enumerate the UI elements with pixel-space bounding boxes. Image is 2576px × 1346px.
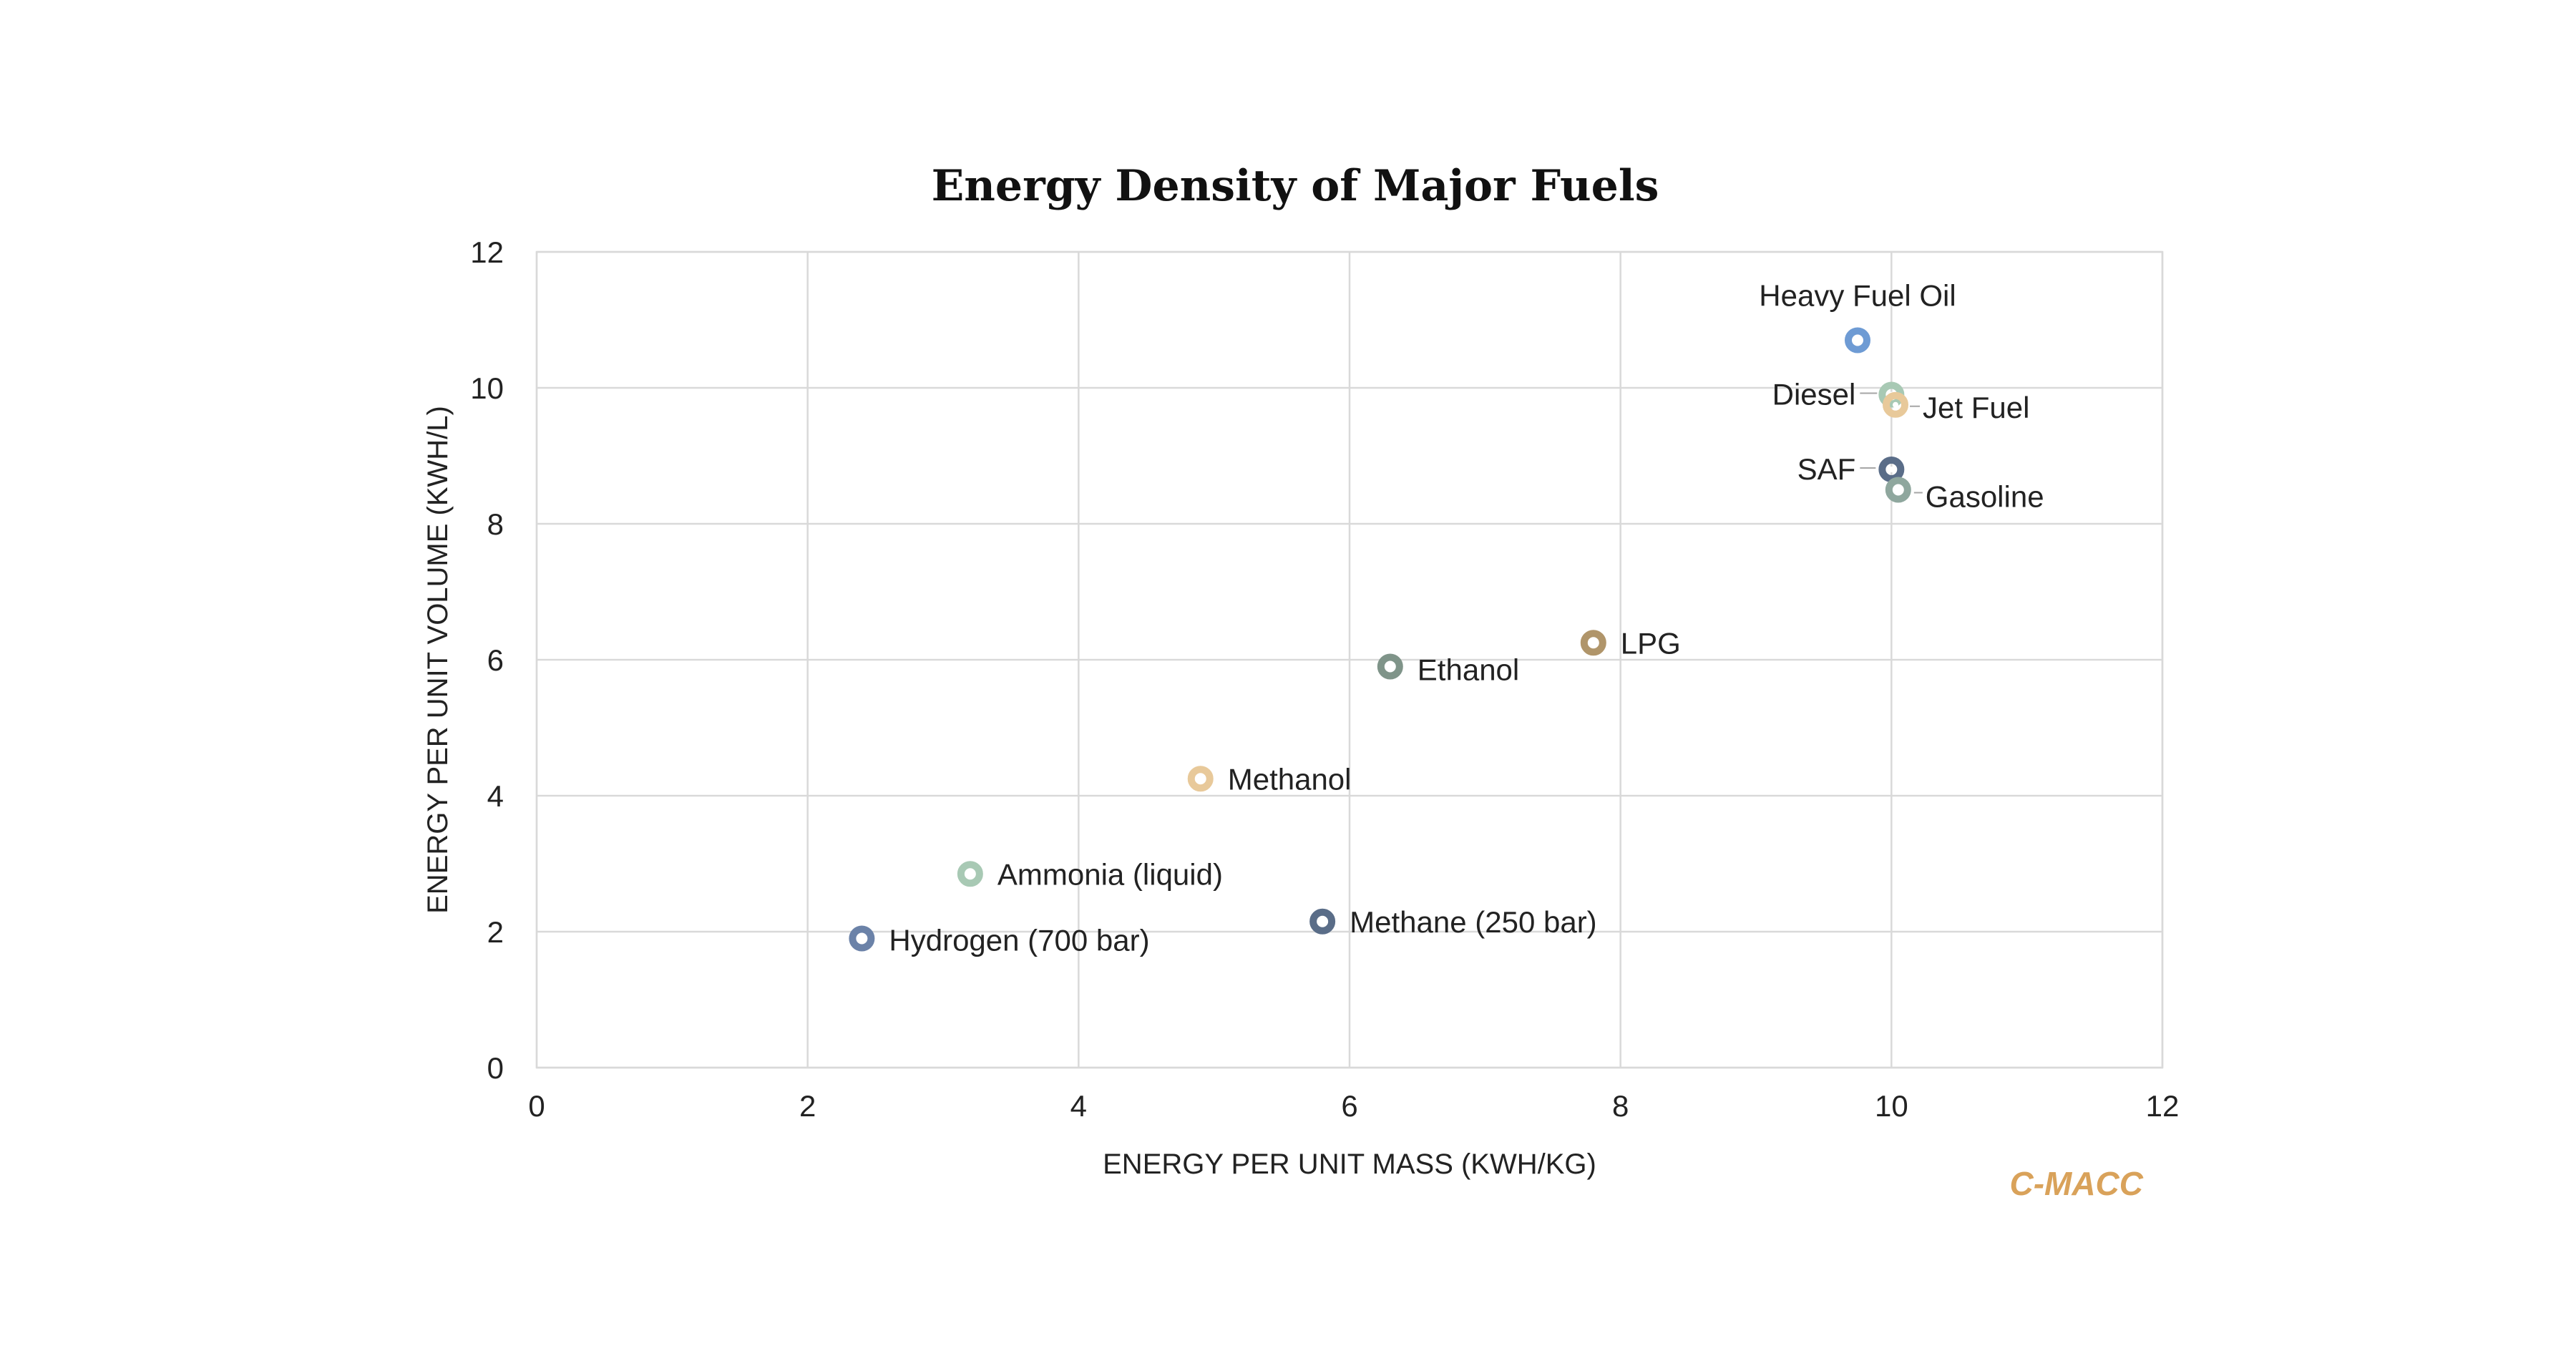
- x-axis-label: ENERGY PER UNIT MASS (KWH/KG): [1103, 1149, 1596, 1180]
- y-tick-label: 6: [487, 643, 504, 677]
- scatter-marker: [957, 861, 983, 887]
- y-tick-label: 2: [487, 915, 504, 949]
- point-ethanol: Ethanol: [1377, 653, 1519, 687]
- scatter-marker: [1309, 908, 1336, 935]
- scatter-marker: [1845, 327, 1870, 353]
- point-label: Heavy Fuel Oil: [1759, 279, 1956, 313]
- x-tick-label: 2: [799, 1089, 816, 1123]
- y-tick-label: 10: [470, 371, 504, 405]
- point-lpg: LPG: [1580, 626, 1681, 660]
- scatter-marker: [1885, 477, 1911, 503]
- scatter-marker-center: [1319, 918, 1326, 925]
- point-label: Diesel: [1772, 378, 1856, 411]
- point-methane-250-bar: Methane (250 bar): [1309, 905, 1597, 939]
- x-tick-label: 12: [2146, 1089, 2180, 1123]
- scatter-marker: [1883, 391, 1909, 418]
- point-gasoline: Gasoline: [1885, 477, 2044, 514]
- point-ammonia-liquid: Ammonia (liquid): [957, 857, 1223, 891]
- point-label: Gasoline: [1926, 480, 2044, 514]
- gridlines: [535, 250, 2164, 1069]
- x-tick-label: 10: [1875, 1089, 1908, 1123]
- point-heavy-fuel-oil: Heavy Fuel Oil: [1759, 279, 1956, 353]
- chart-title: Energy Density of Major Fuels: [932, 161, 1659, 211]
- point-label: Methane (250 bar): [1350, 905, 1597, 939]
- scatter-marker: [1377, 653, 1403, 680]
- axis-ticks: 0 2 4 6 8 10 12 0 2 4 6 8 10 12: [470, 235, 2179, 1123]
- scatter-marker: [1580, 630, 1606, 656]
- x-tick-label: 6: [1341, 1089, 1357, 1123]
- point-label: SAF: [1797, 452, 1856, 486]
- scatter-marker-center: [1387, 663, 1393, 670]
- y-tick-label: 4: [487, 779, 504, 813]
- y-tick-label: 0: [487, 1051, 504, 1085]
- scatter-marker: [1187, 766, 1214, 792]
- point-jet-fuel: Jet Fuel: [1883, 391, 2029, 424]
- scatter-marker-center: [967, 871, 973, 877]
- y-tick-label: 12: [470, 235, 504, 269]
- point-label: Hydrogen (700 bar): [889, 924, 1149, 957]
- point-diesel: Diesel: [1772, 378, 1905, 411]
- scatter-marker-center: [1197, 776, 1204, 782]
- point-label: Methanol: [1228, 762, 1352, 796]
- scatter-marker-center: [1893, 401, 1899, 408]
- scatter-marker-center: [1855, 337, 1860, 343]
- x-tick-label: 0: [528, 1089, 545, 1123]
- plot-area: [535, 250, 2164, 1069]
- scatter-marker: [1878, 457, 1905, 482]
- point-label: Jet Fuel: [1923, 391, 2029, 424]
- y-axis-label: ENERGY PER UNIT VOLUME (KWH/L): [422, 406, 454, 914]
- scatter-marker-center: [859, 935, 865, 942]
- point-label: Ammonia (liquid): [997, 857, 1223, 891]
- x-tick-label: 8: [1612, 1089, 1629, 1123]
- point-saf: SAF: [1797, 452, 1905, 486]
- data-points: Heavy Fuel Oil Diesel Jet Fuel SAF Gasoline L…: [849, 279, 2044, 957]
- point-label: Ethanol: [1418, 653, 1519, 687]
- scatter-marker: [849, 925, 875, 952]
- scatter-marker-center: [1888, 467, 1895, 472]
- brand-logo: C-MACC: [2009, 1165, 2143, 1202]
- y-tick-label: 8: [487, 507, 504, 541]
- scatter-marker-center: [1895, 487, 1901, 493]
- point-label: LPG: [1621, 626, 1681, 660]
- scatter-marker-center: [1590, 640, 1596, 646]
- point-hydrogen-700-bar: Hydrogen (700 bar): [849, 924, 1150, 957]
- x-tick-label: 4: [1070, 1089, 1087, 1123]
- point-methanol: Methanol: [1187, 762, 1352, 796]
